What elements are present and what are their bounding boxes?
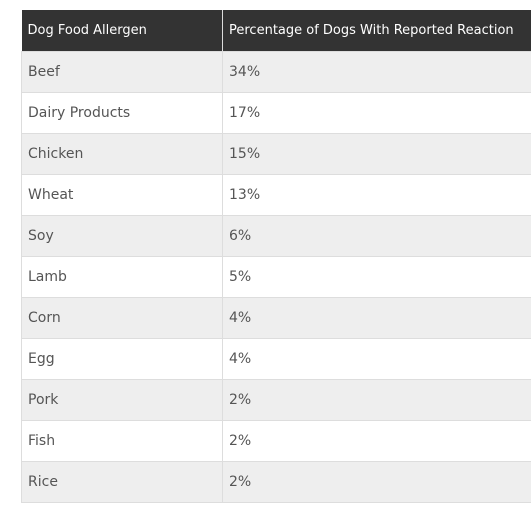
- header-allergen: Dog Food Allergen: [21, 10, 223, 52]
- table-row: Wheat 13%: [21, 174, 531, 216]
- percentage-cell: 4%: [222, 297, 531, 339]
- allergen-cell: Beef: [21, 51, 223, 93]
- allergen-cell: Egg: [21, 338, 223, 380]
- percentage-cell: 5%: [222, 256, 531, 298]
- table-row: Egg 4%: [21, 338, 531, 380]
- allergen-cell: Fish: [21, 420, 223, 462]
- allergen-cell: Soy: [21, 215, 223, 257]
- allergen-cell: Pork: [21, 379, 223, 421]
- percentage-cell: 13%: [222, 174, 531, 216]
- header-percentage: Percentage of Dogs With Reported Reactio…: [222, 10, 531, 52]
- allergen-cell: Corn: [21, 297, 223, 339]
- table-row: Rice 2%: [21, 461, 531, 503]
- table-row: Fish 2%: [21, 420, 531, 462]
- percentage-cell: 2%: [222, 461, 531, 503]
- table-header: Dog Food Allergen Percentage of Dogs Wit…: [21, 10, 531, 52]
- table-row: Pork 2%: [21, 379, 531, 421]
- percentage-cell: 17%: [222, 92, 531, 134]
- percentage-cell: 15%: [222, 133, 531, 175]
- allergen-cell: Dairy Products: [21, 92, 223, 134]
- table-row: Lamb 5%: [21, 256, 531, 298]
- percentage-cell: 2%: [222, 420, 531, 462]
- allergen-cell: Lamb: [21, 256, 223, 298]
- percentage-cell: 6%: [222, 215, 531, 257]
- percentage-cell: 4%: [222, 338, 531, 380]
- allergen-cell: Wheat: [21, 174, 223, 216]
- table-row: Dairy Products 17%: [21, 92, 531, 134]
- percentage-cell: 2%: [222, 379, 531, 421]
- percentage-cell: 34%: [222, 51, 531, 93]
- table-body: Beef 34% Dairy Products 17% Chicken 15% Wheat 1…: [21, 51, 531, 503]
- table-row: Corn 4%: [21, 297, 531, 339]
- allergen-cell: Rice: [21, 461, 223, 503]
- allergen-table-container: Dog Food Allergen Percentage of Dogs Wit…: [21, 10, 531, 503]
- table-row: Beef 34%: [21, 51, 531, 93]
- header-row: Dog Food Allergen Percentage of Dogs Wit…: [21, 10, 531, 52]
- allergen-table: Dog Food Allergen Percentage of Dogs Wit…: [21, 10, 531, 503]
- table-row: Chicken 15%: [21, 133, 531, 175]
- allergen-cell: Chicken: [21, 133, 223, 175]
- table-row: Soy 6%: [21, 215, 531, 257]
